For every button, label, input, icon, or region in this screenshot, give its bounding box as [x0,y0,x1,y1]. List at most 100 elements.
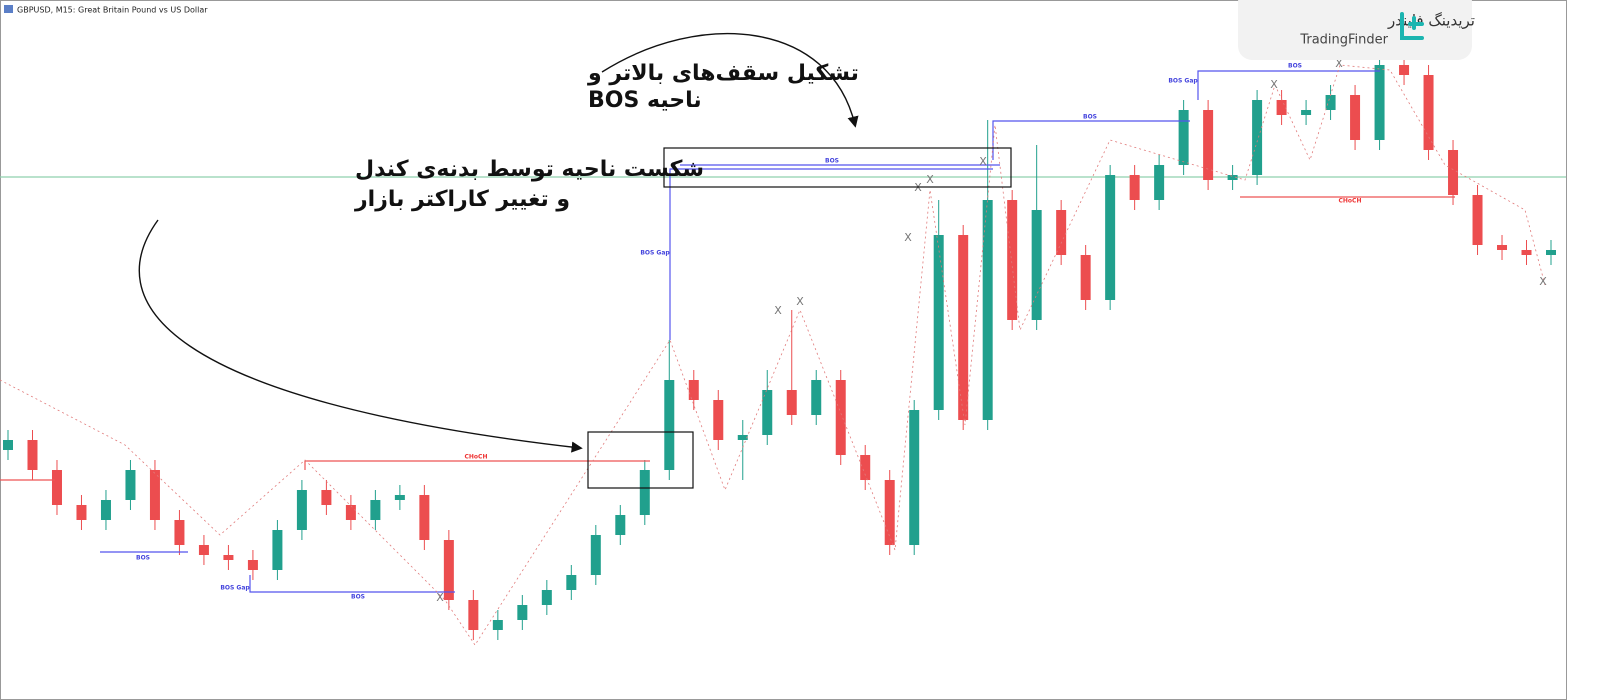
candle-body [51,470,62,505]
candle-body [1497,245,1508,250]
logo-en: TradingFinder [1299,33,1388,48]
candle-body [1227,175,1238,180]
swing-marker: X [1539,275,1547,288]
candle-body [1276,100,1287,115]
candle-body [296,490,307,530]
candle-body [1129,175,1140,200]
candle-body [1374,65,1385,140]
candle-body [419,495,430,540]
candle-body [149,470,160,520]
chart-title: GBPUSD, M15: Great Britain Pound vs US D… [17,6,208,15]
candle-body [345,505,356,520]
chart-icon [4,5,13,13]
candle-body [786,390,797,415]
annotation: شکست ناحیه توسط بدنه‌ی کندل [355,157,704,182]
bos-gap-label: BOS Gap [220,585,250,592]
candle-body [566,575,577,590]
swing-marker: X [436,591,444,604]
candle-body [223,555,234,560]
candle-body [1521,250,1532,255]
candle-body [1154,165,1165,200]
logo-icon [1400,12,1424,40]
candle-body [639,470,650,515]
candle-body [517,605,528,620]
logo-box [1238,0,1472,60]
candle-body [541,590,552,605]
arrow [138,219,583,453]
candle-body [76,505,87,520]
zigzag [0,64,1546,646]
annotation: و تغییر کاراکتر بازار [354,187,570,212]
annotation: تشکیل سقف‌های بالاتر و [587,61,859,86]
candle-body [737,435,748,440]
candle-body [3,440,13,450]
candle-body [1178,110,1189,165]
candle-body [1546,250,1556,255]
bos-label: BOS [1288,63,1302,70]
candle-body [443,540,454,600]
swing-marker: X [926,173,934,186]
logo: تریدینگ فایندر TradingFinder [1238,0,1475,60]
candle-body [468,600,479,630]
candle-body [198,545,209,555]
candle-body [909,410,920,545]
candle-body [492,620,503,630]
candle-body [272,530,283,570]
candle-body [1350,95,1361,140]
candle-body [1203,110,1214,180]
candle-body [1423,75,1434,150]
bos-label: BOS [136,555,150,562]
candle-body [125,470,136,500]
candle-body [590,535,601,575]
swing-marker: X [979,155,987,168]
candle-body [688,380,699,400]
candle-body [835,380,846,455]
bos-line [1197,70,1380,100]
choch-label: CHoCH [1339,198,1362,205]
candle-body [1031,210,1042,320]
candle-body [664,380,675,470]
swing-marker: X [1270,78,1278,91]
candle-body [615,515,626,535]
candle-body [1252,100,1263,175]
candle-body [811,380,822,415]
candle-body [1325,95,1336,110]
candle-body [370,500,381,520]
candle-body [1472,195,1483,245]
bos-label: BOS [351,594,365,601]
candle-body [982,200,993,420]
annotation: ناحیه BOS [588,88,702,113]
bos-gap-label: BOS Gap [1168,78,1198,85]
candle-body [860,455,871,480]
candle-body [1056,210,1067,255]
swing-marker: X [796,295,804,308]
candles [3,40,1556,640]
choch-line [304,460,650,470]
bos-line [669,168,993,340]
candle-body [247,560,258,570]
bos-label: BOS [1083,114,1097,121]
candle-body [100,500,111,520]
candle-body [394,495,405,500]
candle-body [174,520,185,545]
level-labels: BOS BOS Gap BOS CHoCH BOS Gap BOS BOS BO… [136,63,1361,601]
candle-body [1080,255,1091,300]
candle-body [762,390,773,435]
highlight-box [663,147,1012,188]
candle-body [713,400,724,440]
candle-body [933,235,944,410]
choch-label: CHoCH [465,454,488,461]
bos-line [249,575,455,593]
candle-body [27,440,38,470]
candle-body [1007,200,1018,320]
swing-marker: X [904,231,912,244]
swing-marker: X [1335,57,1343,70]
highlight-box [587,431,694,489]
bos-label: BOS [825,158,839,165]
candle-body [321,490,332,505]
candle-body [884,480,895,545]
swing-marker: X [774,304,782,317]
